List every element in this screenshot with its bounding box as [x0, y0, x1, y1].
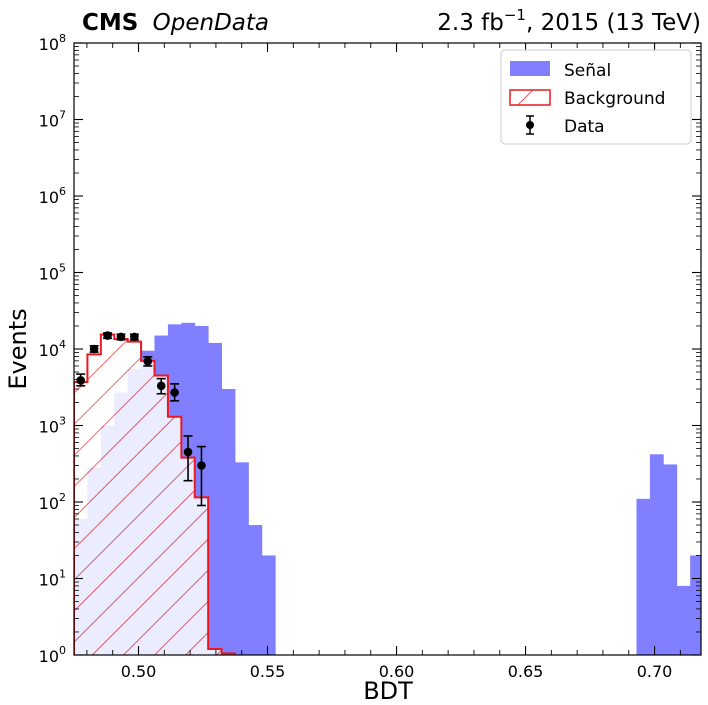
signal-bar-18 [676, 585, 691, 655]
y-tick-labels: 100 101 102 103 104 105 106 107 108 [39, 32, 66, 666]
data-marker-7 [170, 388, 179, 397]
data-point-7 [170, 383, 180, 402]
data-marker-8 [183, 447, 193, 457]
lumi-prefix: 2.3 fb [437, 10, 504, 36]
data-point-2 [103, 331, 113, 340]
background-step-line [74, 333, 237, 655]
axis-ticks [74, 42, 701, 656]
legend-data-marker [526, 121, 534, 129]
signal-bar-12 [235, 462, 249, 655]
y-tick-label-0: 100 [39, 644, 66, 666]
data-point-4 [129, 332, 139, 342]
data-marker-5 [143, 357, 153, 366]
data-marker-0 [76, 375, 86, 385]
x-axis-label: BDT [363, 677, 413, 705]
y-tick-label-6: 106 [39, 185, 66, 207]
y-tick-label-1: 101 [39, 568, 66, 590]
y-tick-label-2: 102 [39, 491, 66, 513]
data-point-3 [116, 332, 126, 342]
y-tick-label-7: 107 [39, 109, 66, 131]
opendata-label: OpenData [153, 10, 269, 36]
data-marker-1 [89, 344, 99, 354]
plot-area [74, 322, 701, 655]
data-point-8 [183, 435, 193, 482]
legend-background-swatch [509, 89, 551, 106]
legend-signal-swatch [510, 61, 550, 76]
signal-bar-19 [690, 555, 701, 655]
x-tick-label-1: 0.55 [250, 662, 286, 681]
x-tick-labels: 0.50 0.55 0.60 0.65 0.70 [121, 662, 673, 681]
legend-background-label: Background [564, 89, 665, 109]
y-tick-label-5: 105 [39, 262, 66, 284]
data-marker-3 [116, 332, 126, 342]
background-hatch-fill [74, 334, 236, 655]
chart-header: CMS OpenData [82, 10, 269, 36]
y-tick-label-8: 108 [39, 32, 66, 54]
data-marker-4 [130, 332, 139, 342]
data-marker-6 [156, 381, 166, 391]
y-tick-label-4: 104 [39, 338, 66, 360]
y-axis-label: Events [4, 308, 32, 389]
data-point-0 [76, 373, 86, 387]
signal-bar-14 [261, 555, 276, 655]
data-marker-2 [103, 331, 112, 340]
signal-bar-11 [221, 389, 236, 655]
luminosity-label: 2.3 fb−1, 2015 (13 TeV) [437, 6, 701, 36]
signal-bar-17 [663, 464, 678, 655]
y-tick-label-3: 103 [39, 415, 66, 437]
data-points [76, 331, 206, 507]
x-tick-label-2: 0.60 [379, 662, 415, 681]
data-marker-9 [197, 461, 206, 470]
data-point-5 [143, 356, 153, 367]
signal-bar-10 [208, 342, 222, 655]
data-point-9 [196, 445, 206, 507]
legend-data-label: Data [564, 117, 605, 137]
signal-bar-15 [636, 498, 651, 655]
legend: Señal Background Data [500, 49, 692, 145]
experiment-label: CMS [82, 10, 138, 36]
x-tick-label-3: 0.65 [508, 662, 544, 681]
data-point-6 [156, 377, 166, 395]
x-tick-label-0: 0.50 [121, 662, 157, 681]
legend-signal-label: Señal [564, 61, 611, 81]
lumi-exponent: −1 [504, 6, 526, 24]
x-tick-label-4: 0.70 [637, 662, 673, 681]
signal-bar-16 [649, 454, 664, 655]
data-point-1 [89, 344, 99, 354]
lumi-suffix: , 2015 (13 TeV) [526, 10, 701, 36]
signal-bar-13 [248, 525, 263, 655]
